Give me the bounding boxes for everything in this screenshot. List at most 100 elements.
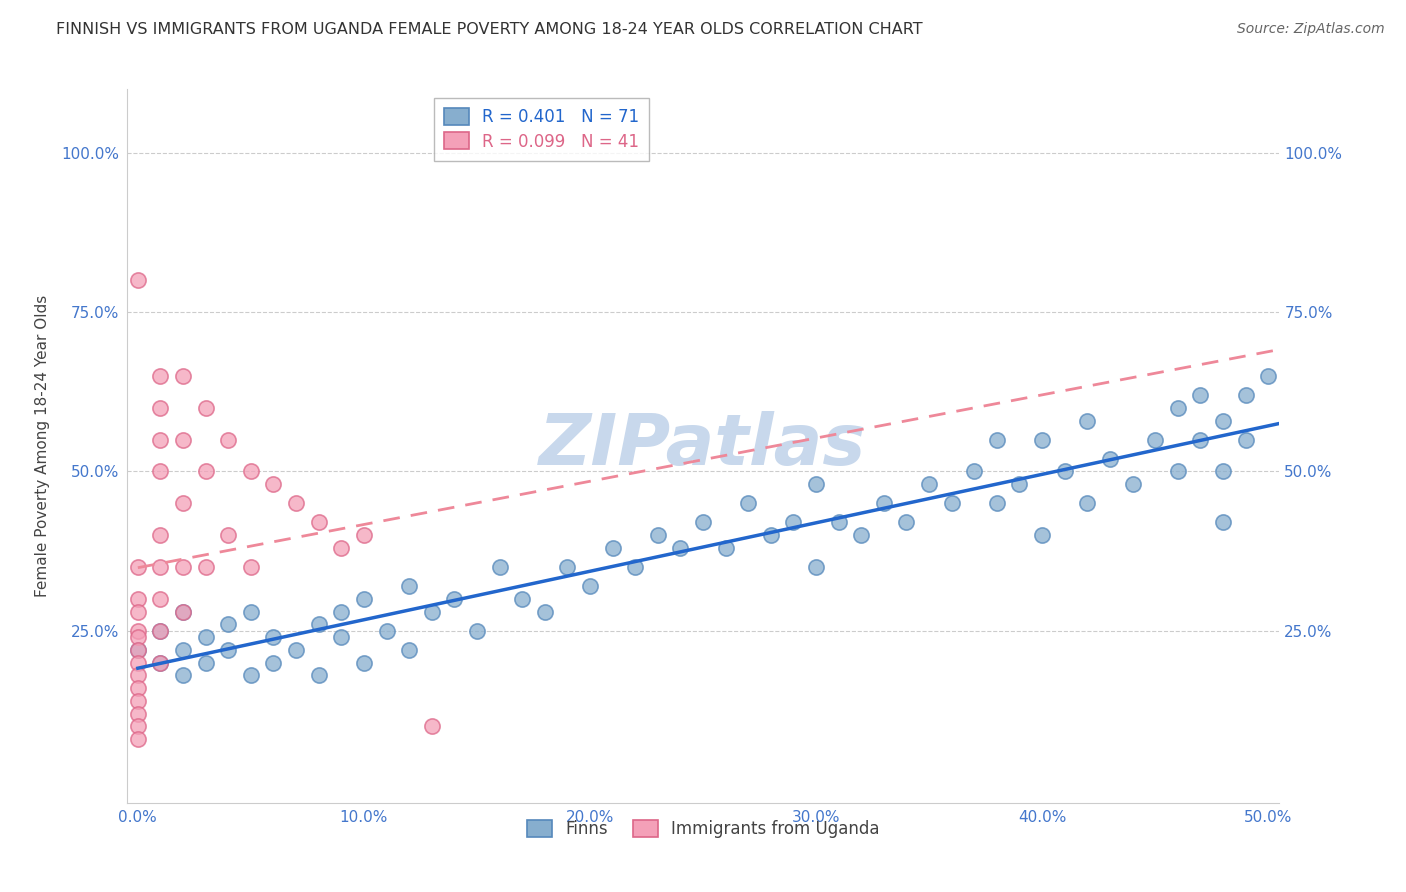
- Point: [217, 528, 239, 542]
- Point: [127, 560, 149, 574]
- Point: [263, 630, 285, 644]
- Point: [285, 496, 308, 510]
- Point: [986, 496, 1008, 510]
- Point: [1189, 433, 1212, 447]
- Point: [172, 605, 194, 619]
- Point: [986, 433, 1008, 447]
- Point: [827, 516, 849, 530]
- Point: [127, 605, 149, 619]
- Point: [263, 477, 285, 491]
- Point: [557, 560, 579, 574]
- Point: [217, 617, 239, 632]
- Point: [149, 368, 172, 383]
- Point: [239, 465, 262, 479]
- Point: [420, 719, 443, 733]
- Point: [1053, 465, 1076, 479]
- Y-axis label: Female Poverty Among 18-24 Year Olds: Female Poverty Among 18-24 Year Olds: [35, 295, 51, 597]
- Point: [353, 591, 375, 606]
- Point: [1234, 433, 1257, 447]
- Point: [127, 630, 149, 644]
- Point: [510, 591, 533, 606]
- Point: [172, 368, 194, 383]
- Point: [239, 668, 262, 682]
- Point: [172, 643, 194, 657]
- Point: [714, 541, 737, 555]
- Point: [1031, 433, 1053, 447]
- Point: [149, 401, 172, 415]
- Point: [533, 605, 555, 619]
- Point: [398, 643, 420, 657]
- Point: [127, 706, 149, 721]
- Point: [172, 496, 194, 510]
- Point: [873, 496, 896, 510]
- Point: [330, 541, 353, 555]
- Point: [1144, 433, 1167, 447]
- Point: [194, 560, 217, 574]
- Point: [353, 528, 375, 542]
- Point: [1212, 465, 1234, 479]
- Point: [127, 732, 149, 747]
- Point: [1234, 388, 1257, 402]
- Point: [194, 630, 217, 644]
- Point: [127, 719, 149, 733]
- Point: [149, 624, 172, 638]
- Point: [353, 656, 375, 670]
- Point: [1008, 477, 1031, 491]
- Point: [149, 656, 172, 670]
- Point: [602, 541, 624, 555]
- Point: [1189, 388, 1212, 402]
- Point: [963, 465, 986, 479]
- Point: [127, 273, 149, 287]
- Point: [330, 605, 353, 619]
- Point: [149, 528, 172, 542]
- Point: [624, 560, 647, 574]
- Point: [149, 656, 172, 670]
- Point: [194, 656, 217, 670]
- Text: FINNISH VS IMMIGRANTS FROM UGANDA FEMALE POVERTY AMONG 18-24 YEAR OLDS CORRELATI: FINNISH VS IMMIGRANTS FROM UGANDA FEMALE…: [56, 22, 922, 37]
- Point: [239, 560, 262, 574]
- Point: [194, 465, 217, 479]
- Legend: Finns, Immigrants from Uganda: Finns, Immigrants from Uganda: [520, 813, 886, 845]
- Point: [579, 579, 602, 593]
- Point: [330, 630, 353, 644]
- Point: [127, 668, 149, 682]
- Point: [127, 624, 149, 638]
- Point: [465, 624, 488, 638]
- Point: [149, 624, 172, 638]
- Point: [194, 401, 217, 415]
- Point: [804, 477, 827, 491]
- Point: [647, 528, 669, 542]
- Point: [127, 681, 149, 695]
- Point: [1076, 413, 1098, 427]
- Point: [172, 605, 194, 619]
- Point: [1257, 368, 1279, 383]
- Point: [851, 528, 873, 542]
- Point: [1212, 413, 1234, 427]
- Point: [488, 560, 510, 574]
- Point: [285, 643, 308, 657]
- Point: [804, 560, 827, 574]
- Point: [127, 643, 149, 657]
- Point: [263, 656, 285, 670]
- Point: [308, 668, 330, 682]
- Point: [692, 516, 714, 530]
- Point: [782, 516, 804, 530]
- Point: [1167, 465, 1189, 479]
- Point: [420, 605, 443, 619]
- Point: [918, 477, 941, 491]
- Point: [149, 560, 172, 574]
- Point: [149, 433, 172, 447]
- Point: [737, 496, 759, 510]
- Point: [398, 579, 420, 593]
- Point: [941, 496, 963, 510]
- Point: [1212, 516, 1234, 530]
- Point: [1031, 528, 1053, 542]
- Point: [759, 528, 782, 542]
- Point: [443, 591, 465, 606]
- Point: [1098, 451, 1121, 466]
- Point: [375, 624, 398, 638]
- Point: [1121, 477, 1143, 491]
- Point: [1076, 496, 1098, 510]
- Point: [308, 617, 330, 632]
- Point: [308, 516, 330, 530]
